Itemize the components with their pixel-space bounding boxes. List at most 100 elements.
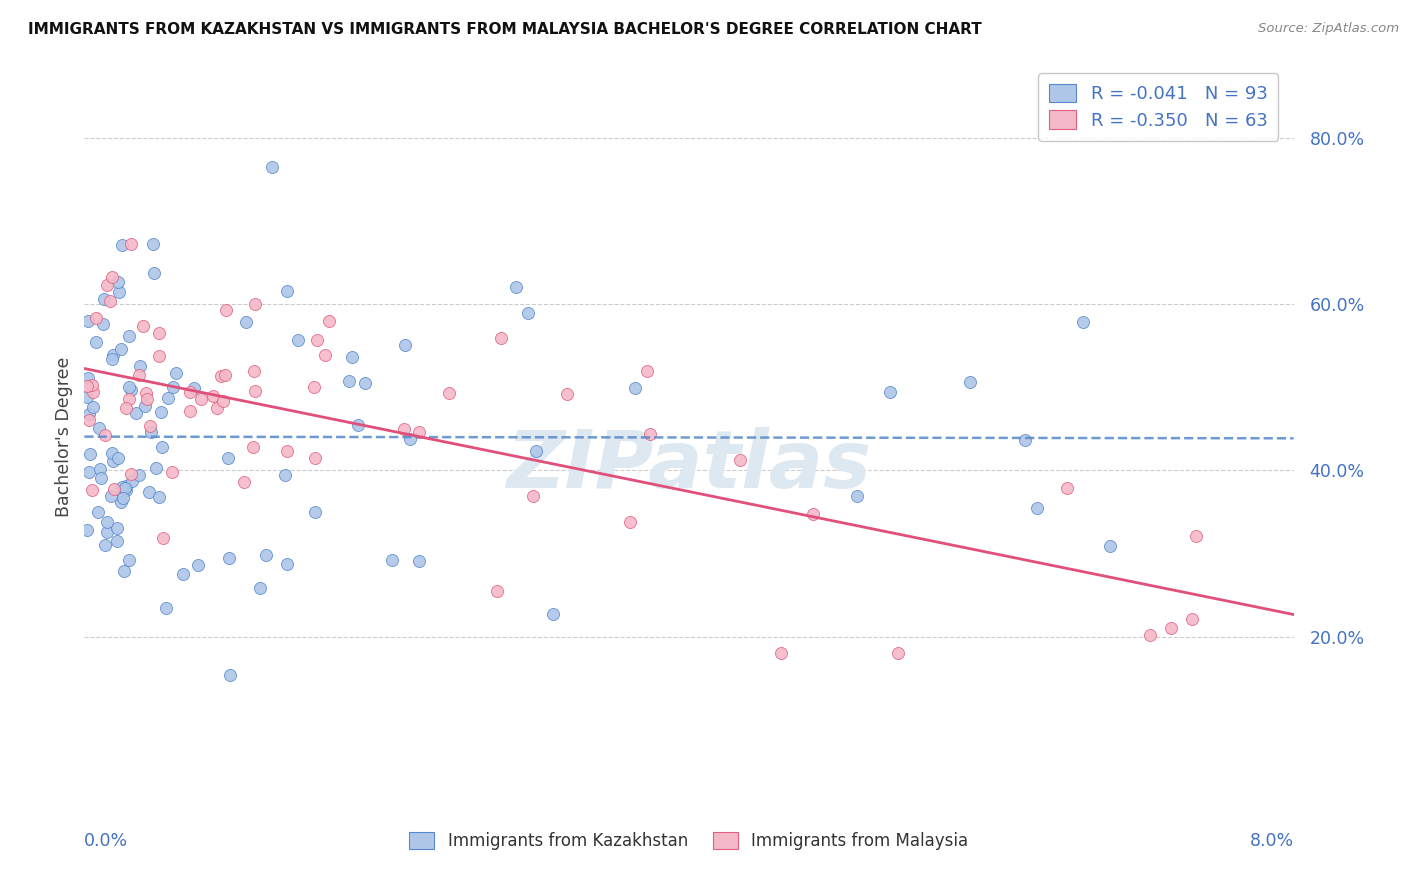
Point — [145, 460, 167, 475]
Point — [115, 478, 138, 492]
Point — [1099, 539, 1122, 553]
Point — [624, 381, 647, 395]
Point — [94, 538, 117, 552]
Point — [392, 422, 415, 436]
Point — [96, 515, 118, 529]
Text: Source: ZipAtlas.com: Source: ZipAtlas.com — [1258, 22, 1399, 36]
Point — [90, 471, 112, 485]
Point — [101, 352, 124, 367]
Point — [218, 551, 240, 566]
Point — [82, 377, 104, 392]
Point — [135, 386, 157, 401]
Point — [235, 315, 257, 329]
Text: ZIPatlas: ZIPatlas — [506, 427, 872, 506]
Point — [214, 368, 236, 383]
Point — [142, 237, 165, 252]
Point — [87, 505, 110, 519]
Point — [128, 467, 150, 482]
Point — [76, 523, 98, 537]
Point — [555, 387, 578, 401]
Point — [108, 285, 131, 299]
Text: 0.0%: 0.0% — [84, 832, 128, 850]
Point — [179, 404, 201, 418]
Point — [128, 359, 150, 373]
Point — [215, 302, 238, 317]
Point — [77, 465, 100, 479]
Point — [232, 475, 254, 489]
Point — [183, 381, 205, 395]
Point — [110, 342, 132, 356]
Point — [887, 646, 910, 660]
Point — [619, 516, 641, 530]
Point — [276, 284, 298, 298]
Point — [274, 468, 297, 483]
Point — [730, 452, 752, 467]
Point — [340, 350, 363, 364]
Point — [1181, 612, 1204, 626]
Point — [120, 237, 142, 252]
Point — [160, 465, 183, 479]
Point — [138, 484, 160, 499]
Point — [110, 237, 132, 252]
Point — [82, 385, 104, 400]
Point — [118, 329, 141, 343]
Point — [304, 450, 326, 465]
Point — [105, 521, 128, 535]
Point — [101, 445, 124, 459]
Point — [190, 392, 212, 406]
Point — [408, 553, 430, 567]
Point — [354, 376, 377, 391]
Point — [84, 311, 107, 326]
Point — [98, 293, 121, 308]
Point — [307, 334, 329, 348]
Point — [114, 401, 136, 415]
Point — [107, 275, 129, 289]
Point — [205, 401, 228, 416]
Point — [114, 481, 136, 495]
Point — [879, 384, 901, 399]
Point — [103, 348, 125, 362]
Point — [120, 467, 142, 482]
Point — [489, 330, 512, 344]
Point — [91, 317, 114, 331]
Point — [93, 293, 115, 307]
Point — [1185, 529, 1208, 543]
Point — [115, 483, 138, 497]
Point — [101, 270, 124, 285]
Point — [165, 366, 187, 380]
Text: 8.0%: 8.0% — [1250, 832, 1294, 850]
Point — [243, 384, 266, 399]
Point — [172, 567, 194, 582]
Point — [111, 491, 134, 505]
Point — [155, 601, 177, 615]
Point — [132, 318, 155, 333]
Point — [87, 421, 110, 435]
Point — [287, 333, 309, 347]
Point — [636, 364, 658, 378]
Point — [100, 489, 122, 503]
Point — [314, 348, 336, 362]
Point — [1160, 621, 1182, 635]
Point — [337, 374, 360, 388]
Point — [76, 379, 98, 393]
Point — [522, 489, 544, 503]
Point — [347, 418, 370, 433]
Point — [846, 489, 869, 503]
Legend: Immigrants from Kazakhstan, Immigrants from Malaysia: Immigrants from Kazakhstan, Immigrants f… — [402, 825, 976, 856]
Point — [101, 454, 124, 468]
Point — [148, 349, 170, 363]
Point — [262, 160, 284, 174]
Point — [1071, 315, 1094, 329]
Point — [139, 419, 162, 434]
Point — [94, 428, 117, 442]
Point — [150, 440, 173, 454]
Point — [150, 404, 173, 418]
Point — [80, 483, 103, 497]
Point — [118, 553, 141, 567]
Point — [141, 425, 163, 439]
Point — [243, 364, 266, 378]
Point — [118, 380, 141, 394]
Point — [304, 505, 326, 519]
Point — [803, 507, 825, 521]
Point — [381, 552, 404, 566]
